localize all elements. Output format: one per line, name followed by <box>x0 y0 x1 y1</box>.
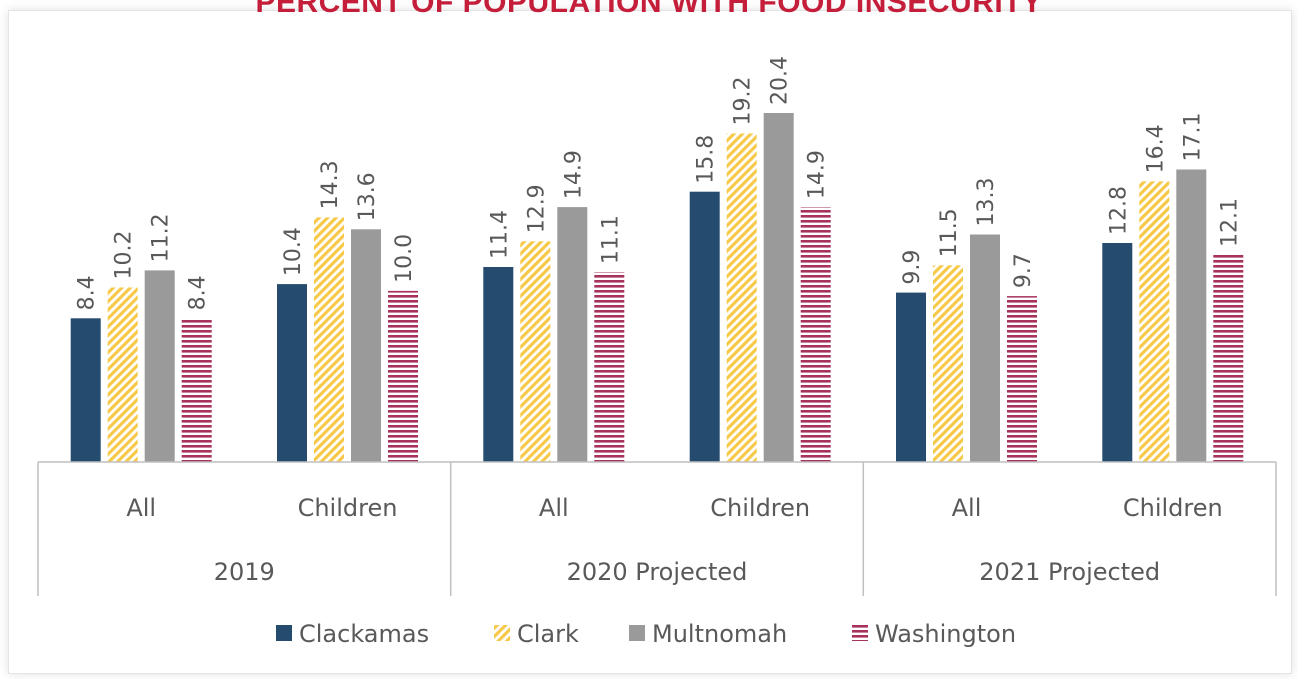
bar-clark-3 <box>726 133 757 462</box>
legend-swatch-clark <box>494 625 510 641</box>
value-label-multnomah-2: 14.9 <box>561 150 586 199</box>
bar-clackamas-2 <box>483 267 514 462</box>
value-label-washington-1: 10.0 <box>392 234 417 283</box>
chart-title: PERCENT OF POPULATION WITH FOOD INSECURI… <box>255 0 1042 19</box>
value-label-clark-3: 19.2 <box>731 77 756 126</box>
group-label-2: 2021 Projected <box>979 558 1160 586</box>
legend: Clackamas Clark Multnomah Washington <box>276 620 1016 648</box>
category-tick-label-5: Children <box>1123 494 1223 522</box>
value-label-multnomah-3: 20.4 <box>768 56 793 105</box>
category-tick-label-1: Children <box>298 494 398 522</box>
category-tick-label-0: All <box>126 494 156 522</box>
value-label-clark-2: 12.9 <box>524 184 549 233</box>
bar-multnomah-0 <box>144 270 175 462</box>
bar-clark-1 <box>314 217 344 462</box>
value-label-clackamas-4: 9.9 <box>900 250 925 285</box>
bar-washington-1 <box>388 290 418 462</box>
value-label-clackamas-0: 8.4 <box>75 275 100 310</box>
value-label-clackamas-2: 11.4 <box>487 210 512 259</box>
value-label-clark-1: 14.3 <box>318 160 343 209</box>
bar-clackamas-3 <box>689 191 720 462</box>
value-label-clackamas-5: 12.8 <box>1106 186 1131 235</box>
bar-multnomah-3 <box>763 113 794 462</box>
value-label-multnomah-5: 17.1 <box>1180 113 1205 162</box>
value-label-washington-4: 9.7 <box>1011 253 1036 288</box>
value-label-washington-0: 8.4 <box>186 275 211 310</box>
legend-label-clark: Clark <box>517 620 579 648</box>
legend-swatch-multnomah <box>629 625 645 641</box>
value-labels-layer: 8.4 10.2 11.2 8.4 10.4 14.3 13.6 10.0 11.4 12.9 14… <box>75 56 1243 310</box>
legend-swatch-washington <box>852 625 868 641</box>
bars-layer <box>70 113 1244 462</box>
bar-clackamas-1 <box>277 284 307 462</box>
legend-label-clackamas: Clackamas <box>299 620 429 648</box>
value-label-multnomah-1: 13.6 <box>355 172 380 221</box>
category-tick-label-4: All <box>952 494 982 522</box>
bar-washington-2 <box>594 272 625 462</box>
legend-label-multnomah: Multnomah <box>652 620 787 648</box>
bar-multnomah-2 <box>557 207 588 462</box>
value-label-multnomah-4: 13.3 <box>974 178 999 227</box>
category-axis: All Children All Children All Children 2019 202… <box>37 461 1277 596</box>
category-tick-label-3: Children <box>710 494 810 522</box>
bar-washington-5 <box>1213 255 1244 462</box>
bar-washington-3 <box>800 207 831 462</box>
bar-washington-4 <box>1007 296 1037 462</box>
bar-washington-0 <box>181 318 212 462</box>
chart-panel <box>8 10 1292 674</box>
legend-label-washington: Washington <box>875 620 1016 648</box>
value-label-clark-0: 10.2 <box>112 231 137 280</box>
value-label-washington-2: 11.1 <box>598 215 623 264</box>
bar-clark-0 <box>107 287 138 462</box>
bar-multnomah-4 <box>970 234 1000 462</box>
value-label-washington-3: 14.9 <box>805 150 830 199</box>
legend-swatch-clackamas <box>276 625 292 641</box>
bar-clackamas-4 <box>896 292 926 462</box>
bar-clark-4 <box>933 265 963 462</box>
bar-clark-2 <box>520 241 551 462</box>
group-label-0: 2019 <box>214 558 275 586</box>
value-label-multnomah-0: 11.2 <box>149 213 174 262</box>
value-label-clackamas-3: 15.8 <box>694 135 719 184</box>
value-label-clark-4: 11.5 <box>937 208 962 257</box>
bar-clackamas-0 <box>70 318 101 462</box>
value-label-clackamas-1: 10.4 <box>281 227 306 276</box>
category-tick-label-2: All <box>539 494 569 522</box>
value-label-washington-5: 12.1 <box>1217 198 1242 247</box>
bar-multnomah-5 <box>1176 169 1207 462</box>
value-label-clark-5: 16.4 <box>1143 124 1168 173</box>
bar-clark-5 <box>1139 181 1170 462</box>
bar-multnomah-1 <box>351 229 381 462</box>
bar-clackamas-5 <box>1102 243 1133 462</box>
group-label-1: 2020 Projected <box>567 558 748 586</box>
